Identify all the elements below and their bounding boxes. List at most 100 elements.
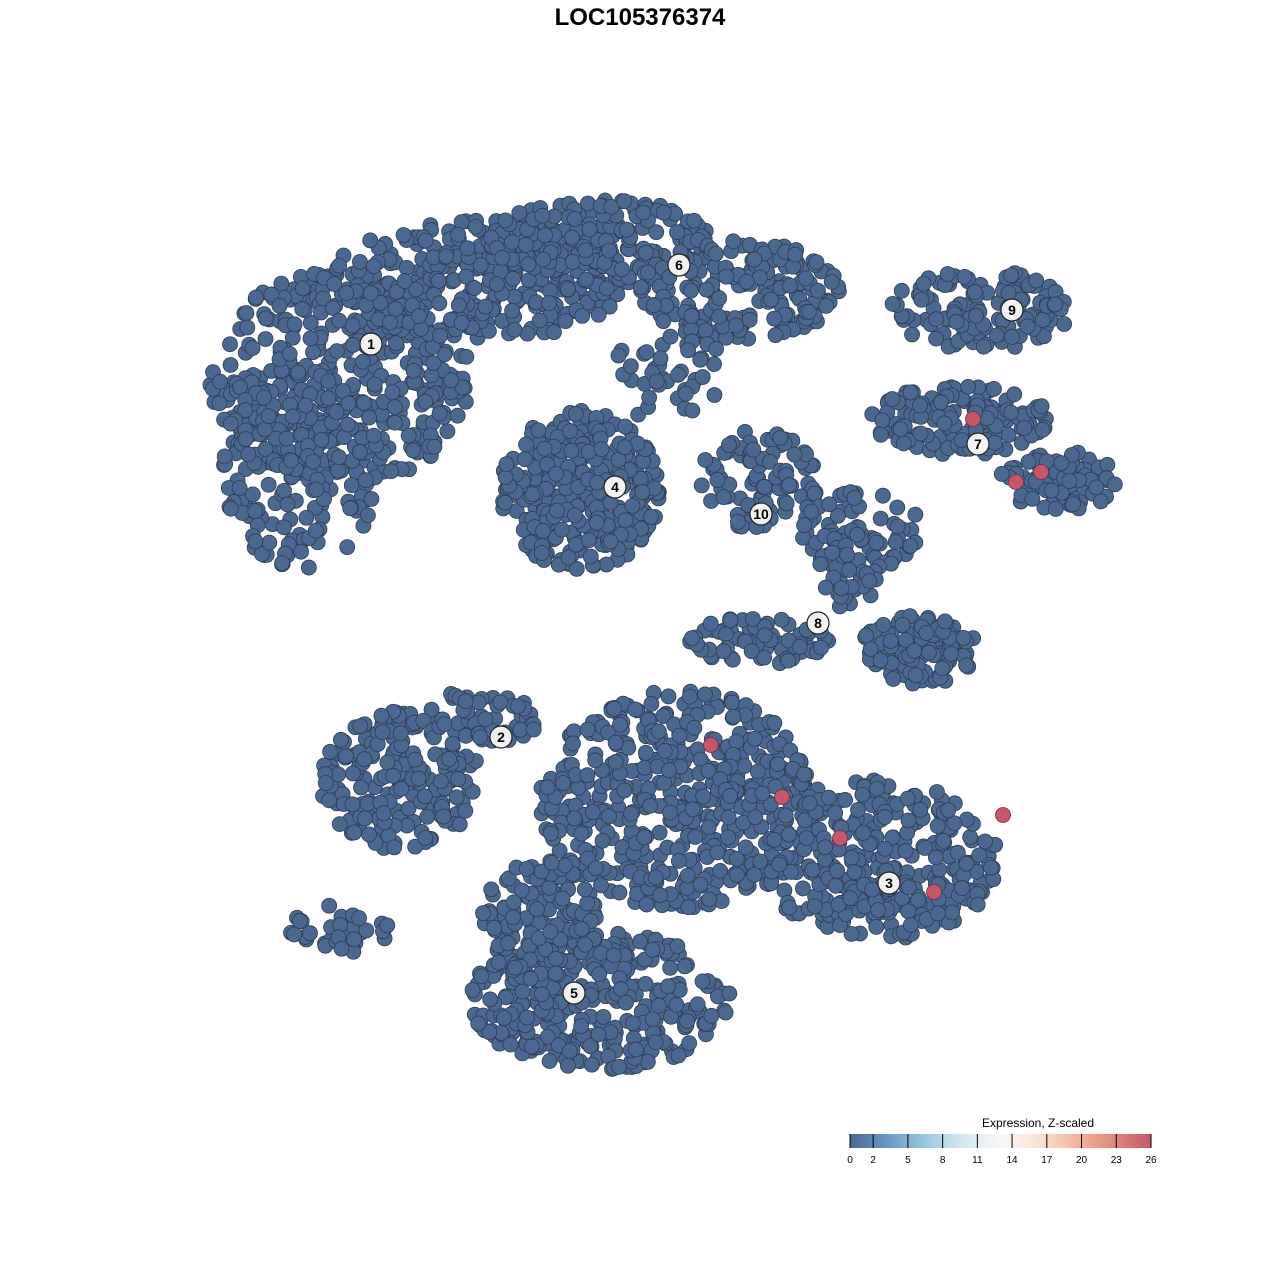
- cell-point: [929, 818, 946, 834]
- cell-point: [885, 671, 902, 687]
- cell-point: [1053, 455, 1070, 472]
- cell-point: [564, 229, 580, 246]
- cell-point: [386, 414, 403, 431]
- cell-point: [344, 317, 361, 334]
- cell-point: [661, 762, 677, 779]
- cell-point: [687, 828, 704, 845]
- cell-point: [256, 421, 273, 438]
- cell-point: [647, 1034, 664, 1051]
- cell-point: [472, 729, 489, 746]
- cell-point: [958, 855, 975, 872]
- cell-point: [986, 381, 1002, 397]
- cell-point: [717, 1004, 734, 1021]
- cell-point: [331, 449, 347, 466]
- cell-point: [875, 487, 891, 504]
- cell-point: [983, 859, 999, 876]
- cell-point: [671, 727, 688, 744]
- cell-point: [804, 861, 821, 878]
- cell-point: [722, 788, 738, 804]
- cell-point: [222, 500, 239, 517]
- cell-point: [669, 938, 686, 954]
- cell-point: [398, 260, 415, 276]
- cell-point: [328, 404, 345, 420]
- cell-point: [530, 422, 547, 439]
- cell-point: [593, 441, 610, 458]
- cell-point: [803, 503, 820, 520]
- cell-point: [900, 879, 917, 896]
- cell-point: [756, 479, 773, 495]
- cell-point: [738, 273, 755, 290]
- cell-point: [820, 789, 837, 806]
- cell-point: [1043, 482, 1060, 499]
- cell-point: [639, 1053, 656, 1070]
- cell-point: [361, 409, 378, 426]
- cell-point: [357, 810, 373, 827]
- cell-point: [821, 496, 838, 513]
- cell-point: [333, 731, 349, 748]
- cell-point: [1056, 316, 1073, 332]
- cell-point: [680, 899, 697, 916]
- cell-point: [907, 506, 924, 523]
- cell-point: [240, 446, 257, 463]
- cell-point: [670, 853, 687, 869]
- cell-point: [781, 477, 798, 493]
- cell-point: [670, 366, 686, 383]
- cell-point: [385, 768, 401, 784]
- cell-point: [315, 290, 332, 307]
- cell-point: [430, 272, 447, 289]
- cell-point: [362, 232, 379, 249]
- cell-point: [438, 248, 455, 265]
- cell-point: [958, 657, 975, 674]
- high-expression-point: [832, 830, 848, 846]
- cell-point: [633, 279, 649, 296]
- cell-point: [864, 881, 881, 898]
- cell-point: [490, 954, 507, 971]
- cell-point: [566, 211, 583, 227]
- legend-tick-label: 20: [1076, 1155, 1088, 1166]
- cell-point: [467, 218, 484, 235]
- cell-point: [624, 1015, 641, 1032]
- cell-point: [330, 462, 347, 479]
- cell-point: [904, 326, 920, 343]
- cell-point: [331, 312, 347, 329]
- cell-point: [537, 227, 553, 244]
- cell-point: [407, 751, 424, 768]
- cell-point: [907, 667, 924, 684]
- cell-point: [1024, 491, 1041, 507]
- cell-point: [444, 735, 461, 752]
- cell-point: [692, 351, 709, 368]
- cell-point: [607, 734, 624, 751]
- cell-point: [356, 751, 373, 768]
- cell-point: [791, 639, 808, 655]
- cell-point: [827, 805, 844, 821]
- cell-point: [715, 489, 732, 506]
- cell-point: [286, 926, 303, 943]
- cell-point: [683, 282, 699, 299]
- cell-point: [271, 297, 288, 314]
- high-expression-point: [774, 789, 790, 805]
- cell-point: [534, 207, 551, 224]
- legend-colorbar: [850, 1134, 1151, 1148]
- cell-point: [419, 808, 436, 825]
- cell-point: [548, 465, 564, 482]
- cell-point: [346, 824, 362, 841]
- cell-point: [902, 384, 919, 401]
- cell-point: [912, 397, 928, 414]
- cell-point: [1003, 404, 1019, 421]
- cell-point: [587, 752, 604, 769]
- cell-point: [1028, 272, 1045, 289]
- cell-point: [778, 495, 795, 512]
- cell-point: [441, 751, 458, 767]
- cell-point: [638, 896, 655, 913]
- cell-point: [773, 611, 790, 628]
- cell-point: [237, 431, 254, 448]
- legend-tick-label: 23: [1111, 1155, 1123, 1166]
- cell-point: [331, 816, 348, 832]
- cell-point: [928, 311, 945, 328]
- cell-point: [374, 724, 391, 741]
- cell-point: [305, 453, 321, 470]
- cell-point: [494, 249, 511, 266]
- cell-point: [605, 947, 622, 964]
- cell-point: [786, 446, 803, 463]
- cell-point: [611, 884, 628, 901]
